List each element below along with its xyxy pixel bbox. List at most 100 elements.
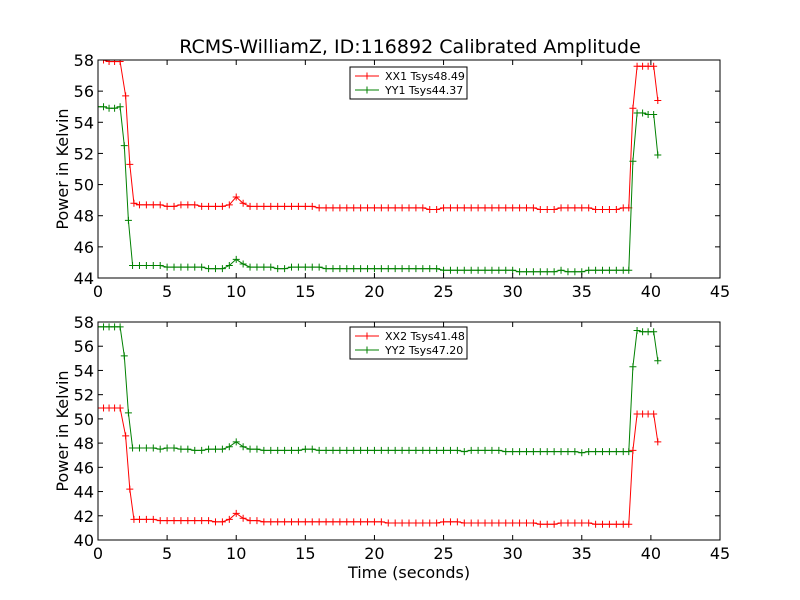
data-point — [281, 518, 289, 526]
data-point — [377, 265, 385, 273]
data-point — [130, 199, 138, 207]
y-axis-label: Power in Kelvin — [53, 108, 72, 229]
y-tick-label: 46 — [74, 238, 94, 257]
data-point — [308, 202, 316, 210]
data-point — [122, 432, 130, 440]
data-point — [149, 262, 157, 270]
data-point — [350, 446, 358, 454]
data-point — [571, 448, 579, 456]
data-point — [177, 263, 185, 271]
x-tick-label: 30 — [502, 282, 522, 301]
data-point — [370, 446, 378, 454]
data-point — [239, 443, 247, 451]
data-point — [315, 518, 323, 526]
data-point — [377, 204, 385, 212]
data-point — [488, 519, 496, 527]
data-point — [639, 109, 647, 117]
data-point — [516, 268, 524, 276]
data-point — [350, 204, 358, 212]
x-tick-label: 40 — [641, 282, 661, 301]
data-point — [218, 265, 226, 273]
data-point — [170, 202, 178, 210]
data-point — [111, 104, 119, 112]
data-point — [239, 514, 247, 522]
data-point — [612, 266, 620, 274]
data-point — [550, 448, 558, 456]
data-point — [308, 445, 316, 453]
data-point — [398, 446, 406, 454]
legend-label: YY1 Tsys44.37 — [384, 84, 463, 97]
data-point — [605, 448, 613, 456]
x-tick-label: 0 — [93, 544, 103, 563]
data-point — [633, 326, 641, 334]
data-point — [446, 266, 454, 274]
x-tick-label: 25 — [433, 544, 453, 563]
x-tick-label: 15 — [295, 544, 315, 563]
y-tick-label: 58 — [74, 313, 94, 332]
data-point — [557, 519, 565, 527]
data-point — [578, 449, 586, 457]
data-point — [557, 448, 565, 456]
data-point — [502, 266, 510, 274]
data-point — [116, 103, 124, 111]
data-point — [260, 202, 268, 210]
data-point — [370, 265, 378, 273]
data-point — [281, 202, 289, 210]
y-tick-label: 44 — [74, 483, 94, 502]
x-tick-label: 45 — [710, 282, 730, 301]
data-point — [585, 448, 593, 456]
data-point — [253, 445, 261, 453]
data-point — [516, 204, 524, 212]
data-point — [124, 409, 132, 417]
data-point — [308, 518, 316, 526]
data-point — [329, 265, 337, 273]
data-point — [267, 202, 275, 210]
data-point — [509, 204, 517, 212]
data-point — [509, 266, 517, 274]
data-point — [301, 263, 309, 271]
data-point — [343, 446, 351, 454]
data-point — [329, 446, 337, 454]
y-axis-label: Power in Kelvin — [53, 370, 72, 491]
data-point — [170, 263, 178, 271]
data-point — [225, 201, 233, 209]
data-point — [509, 448, 517, 456]
y-tick-label: 56 — [74, 82, 94, 101]
data-point — [184, 445, 192, 453]
data-point — [557, 204, 565, 212]
data-point — [384, 519, 392, 527]
data-point — [585, 204, 593, 212]
x-tick-label: 10 — [226, 544, 246, 563]
data-point — [184, 517, 192, 525]
data-point — [488, 446, 496, 454]
data-point — [398, 519, 406, 527]
data-point — [274, 265, 282, 273]
data-point — [467, 266, 475, 274]
data-point — [142, 444, 150, 452]
data-point — [156, 201, 164, 209]
data-point — [357, 204, 365, 212]
data-point — [433, 265, 441, 273]
x-tick-label: 5 — [162, 544, 172, 563]
data-point — [239, 260, 247, 268]
data-point — [453, 446, 461, 454]
data-point — [440, 204, 448, 212]
data-point — [336, 265, 344, 273]
data-point — [156, 445, 164, 453]
data-point — [184, 263, 192, 271]
data-point — [149, 515, 157, 523]
x-tick-label: 0 — [93, 282, 103, 301]
data-point — [329, 518, 337, 526]
data-point — [481, 266, 489, 274]
data-point — [522, 268, 530, 276]
x-tick-label: 20 — [364, 282, 384, 301]
data-point — [329, 204, 337, 212]
data-point — [253, 517, 261, 525]
data-point — [502, 519, 510, 527]
y-tick-label: 48 — [74, 207, 94, 226]
data-point — [419, 265, 427, 273]
data-point — [412, 519, 420, 527]
data-point — [509, 519, 517, 527]
data-point — [126, 160, 134, 168]
